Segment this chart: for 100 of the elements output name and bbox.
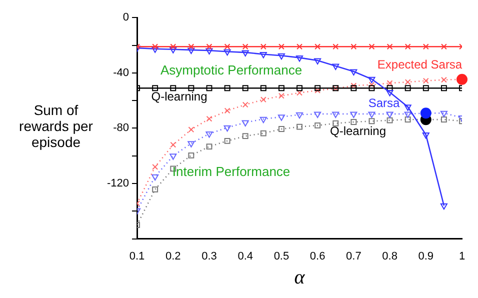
point bbox=[404, 85, 411, 92]
point bbox=[404, 104, 412, 111]
point bbox=[278, 85, 284, 92]
point bbox=[368, 112, 376, 118]
point bbox=[278, 126, 284, 132]
point bbox=[260, 116, 267, 124]
point bbox=[242, 102, 248, 108]
point bbox=[314, 122, 321, 128]
point bbox=[260, 130, 266, 136]
point bbox=[152, 44, 158, 50]
point bbox=[224, 138, 230, 144]
point bbox=[152, 174, 159, 181]
point bbox=[242, 44, 248, 50]
point bbox=[296, 124, 302, 130]
point bbox=[206, 48, 213, 55]
point bbox=[296, 55, 304, 62]
x-tick-label: 0.1 bbox=[129, 250, 145, 262]
point bbox=[188, 85, 194, 92]
point bbox=[224, 49, 231, 56]
point bbox=[368, 44, 375, 50]
point bbox=[296, 44, 302, 50]
y-tick-label: -80 bbox=[113, 122, 130, 134]
y-tick-label: -40 bbox=[113, 66, 130, 79]
point bbox=[206, 85, 212, 92]
point bbox=[242, 120, 249, 127]
point bbox=[350, 69, 358, 76]
point bbox=[206, 116, 212, 122]
point bbox=[404, 44, 411, 50]
point bbox=[242, 50, 249, 56]
point bbox=[260, 85, 266, 92]
annotation: Expected Sarsa bbox=[377, 57, 462, 72]
point bbox=[404, 112, 412, 118]
point bbox=[368, 82, 375, 88]
point bbox=[242, 133, 248, 140]
point bbox=[440, 76, 447, 83]
point bbox=[350, 85, 357, 92]
point bbox=[170, 85, 176, 92]
y-tick-label: -120 bbox=[106, 178, 130, 190]
point bbox=[386, 117, 393, 124]
point bbox=[296, 90, 302, 96]
x-axis-title: α bbox=[294, 266, 306, 288]
point bbox=[188, 152, 194, 158]
point bbox=[206, 144, 212, 150]
point bbox=[332, 44, 339, 50]
point bbox=[152, 164, 158, 170]
annotation: Q-learning bbox=[151, 90, 208, 104]
point bbox=[260, 96, 266, 103]
x-tick-label: 1 bbox=[458, 250, 466, 262]
annotation: Sarsa bbox=[368, 96, 400, 110]
point bbox=[422, 85, 429, 92]
point bbox=[170, 154, 177, 160]
point bbox=[386, 85, 393, 92]
annotation: Interim Performance bbox=[172, 164, 290, 180]
point bbox=[440, 110, 448, 118]
point bbox=[368, 118, 375, 124]
point bbox=[278, 44, 284, 50]
point bbox=[332, 112, 340, 118]
y-axis-title: Sum of rewards per episode bbox=[18, 102, 94, 150]
point bbox=[188, 126, 194, 133]
x-tick-label: 0.3 bbox=[202, 250, 217, 262]
point bbox=[440, 44, 447, 50]
x-tick-label: 0.6 bbox=[310, 250, 326, 262]
x-tick-label: 0.9 bbox=[418, 250, 434, 262]
x-tick-label: 0.7 bbox=[346, 250, 362, 262]
point bbox=[314, 44, 321, 50]
point bbox=[404, 79, 411, 85]
annotation: Asymptotic Performance bbox=[160, 62, 302, 78]
annotation: Q-learning bbox=[330, 124, 386, 138]
point bbox=[440, 85, 447, 92]
point bbox=[368, 85, 375, 92]
point bbox=[420, 108, 432, 119]
point bbox=[260, 44, 266, 50]
point bbox=[422, 132, 430, 139]
point bbox=[188, 44, 194, 50]
point bbox=[260, 52, 267, 58]
point bbox=[278, 92, 284, 99]
point bbox=[170, 142, 176, 148]
point bbox=[188, 141, 195, 148]
point bbox=[314, 58, 322, 64]
point bbox=[224, 125, 231, 132]
point bbox=[278, 114, 285, 121]
point bbox=[224, 108, 230, 114]
point bbox=[314, 112, 322, 118]
point bbox=[206, 44, 212, 50]
point bbox=[332, 64, 340, 70]
point bbox=[350, 44, 357, 50]
point bbox=[386, 44, 393, 50]
point bbox=[386, 90, 394, 96]
point bbox=[224, 44, 230, 50]
x-tick-label: 0.8 bbox=[382, 250, 398, 262]
point bbox=[350, 119, 357, 125]
point bbox=[296, 112, 304, 119]
point bbox=[170, 44, 176, 50]
point bbox=[368, 76, 376, 84]
point bbox=[206, 131, 213, 138]
point bbox=[422, 44, 429, 50]
point bbox=[152, 46, 159, 53]
point bbox=[224, 85, 230, 92]
point bbox=[350, 112, 358, 118]
point bbox=[440, 203, 448, 210]
